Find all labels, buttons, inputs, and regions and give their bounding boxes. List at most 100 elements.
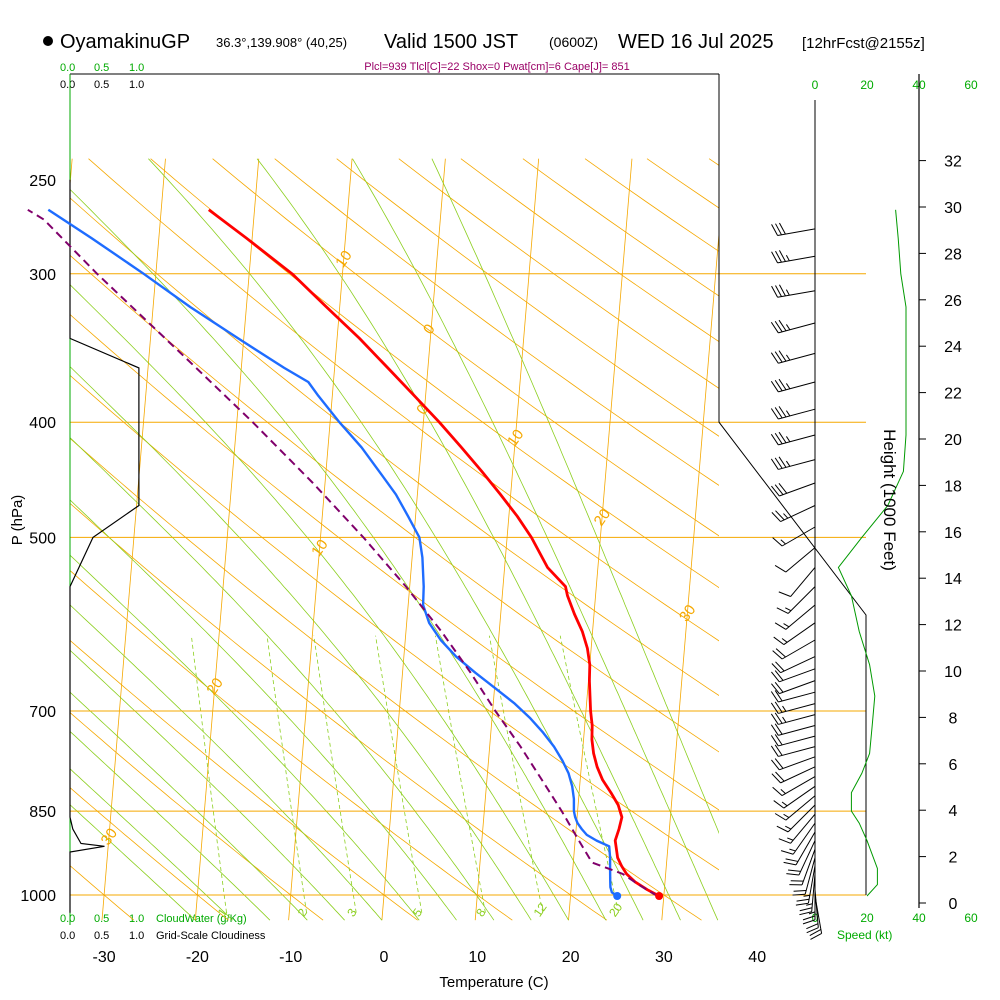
moist-adiabat-line xyxy=(70,804,196,921)
isotherm-label: 30 xyxy=(676,602,699,625)
dry-adiabat-line xyxy=(336,158,719,437)
height-tick-label: 6 xyxy=(949,757,958,774)
x-tick-label: -20 xyxy=(186,949,209,966)
cloudwater-tick-2: 1.0 xyxy=(129,62,144,74)
wind-barb-staff xyxy=(778,381,816,393)
dry-adiabat-line xyxy=(70,502,608,921)
dry-adiabat-line xyxy=(150,158,719,589)
wind-barb-full xyxy=(770,702,779,714)
mixing-ratio-line xyxy=(375,635,423,913)
moist-adiabat-line xyxy=(70,284,569,921)
wind-barb-full xyxy=(778,250,786,262)
valid-zulu: (0600Z) xyxy=(549,34,598,50)
wind-barb-half xyxy=(781,801,788,807)
wind-barb-staff xyxy=(795,831,816,866)
wind-barb-staff xyxy=(783,785,816,809)
wind-barb-staff xyxy=(777,255,816,264)
wind-barb-full xyxy=(799,907,813,912)
wind-barb-staff xyxy=(780,656,816,674)
wind-barb xyxy=(778,813,816,844)
wind-barb-full xyxy=(783,861,797,866)
moist-adiabat-line xyxy=(70,649,345,921)
wind-barb-full xyxy=(771,671,780,683)
wind-barb-half xyxy=(783,623,790,628)
wind-barb-staff xyxy=(778,352,816,364)
cloudwater-bottom-tick-1: 0.5 xyxy=(94,913,109,925)
wind-barb-half xyxy=(803,894,810,897)
wind-barb-staff xyxy=(783,622,816,646)
moist-adiabat-line xyxy=(70,188,607,921)
wind-barb xyxy=(770,431,816,446)
dry-adiabat-line xyxy=(70,313,719,811)
wind-barb-staff xyxy=(780,505,816,523)
station-name: OyamakinuGP xyxy=(60,31,190,53)
wind-barb xyxy=(770,712,816,725)
wind-barb-full xyxy=(796,898,810,902)
height-tick-label: 32 xyxy=(944,154,962,171)
mixing-ratio-label: 12 xyxy=(531,900,550,919)
x-tick-label: 30 xyxy=(655,949,673,966)
wind-speed-label: Speed (kt) xyxy=(837,928,892,942)
wind-barb-half xyxy=(806,903,813,906)
wind-barb-half xyxy=(785,383,791,390)
wind-barb-staff xyxy=(777,228,816,236)
wind-barb-full xyxy=(776,607,789,614)
wind-barb-full xyxy=(778,838,791,844)
dry-adiabat-line xyxy=(212,158,719,537)
wind-barb-full xyxy=(774,744,783,756)
wind-barb-half xyxy=(781,638,788,643)
axis-labels: -30 -20 -10 0 10 20 30 40 250 300 400 500 700 850 1000 xyxy=(20,173,766,966)
cloud-axis-top: 0.0 0.5 1.0 0.0 0.5 1.0 xyxy=(60,62,144,91)
wind-barb-staff xyxy=(779,756,816,771)
wind-barb-full xyxy=(802,915,816,921)
wind-barb-staff xyxy=(781,776,816,797)
sounding-series xyxy=(27,208,664,900)
dry-adiabat-line xyxy=(833,159,1000,921)
wind-barb-full xyxy=(775,510,785,521)
wind-barb-full xyxy=(771,224,779,236)
plot-right-edge xyxy=(718,74,867,895)
wind-speed-top-tick: 60 xyxy=(964,78,978,92)
wind-barb-staff xyxy=(785,795,816,821)
moist-adiabat-line xyxy=(70,604,383,921)
wind-barb-full xyxy=(778,483,788,494)
p-tick-label: 850 xyxy=(29,804,56,821)
wind-barb xyxy=(771,482,816,497)
wind-barb-half xyxy=(785,410,791,417)
wind-barb-half xyxy=(785,607,792,612)
wind-barb-full xyxy=(772,537,783,547)
station-coords: 36.3°,139.908° (40,25) xyxy=(216,35,347,50)
wind-barb xyxy=(770,744,816,757)
wind-barb-staff xyxy=(778,735,816,747)
background-lines xyxy=(70,158,1000,921)
wind-barb-half xyxy=(780,789,786,794)
wind-barb-full xyxy=(770,322,779,334)
wind-barb-half xyxy=(782,716,787,723)
dry-adiabat-line xyxy=(88,158,719,642)
height-tick-label: 22 xyxy=(944,386,962,403)
isotherm-label: 20 xyxy=(203,675,226,698)
wind-barb-full xyxy=(778,378,787,391)
wind-barb-staff xyxy=(787,804,816,833)
x-tick-label: 10 xyxy=(468,949,486,966)
cloudiness-bottom-tick-1: 0.5 xyxy=(94,930,109,942)
wind-barb xyxy=(770,723,816,736)
wind-barb xyxy=(772,639,816,660)
wind-barb-staff xyxy=(779,482,816,497)
moist-adiabat-line xyxy=(148,158,644,921)
wind-barb-staff xyxy=(798,840,816,876)
wind-barb-full xyxy=(776,825,789,833)
p-tick-label: 400 xyxy=(29,415,56,432)
isotherm-label: 10 xyxy=(308,536,331,559)
valid-time: Valid 1500 JST xyxy=(384,31,518,53)
height-tick-label: 24 xyxy=(944,339,962,356)
moist-adiabat-line xyxy=(70,691,308,921)
x-tick-label: 0 xyxy=(380,949,389,966)
wind-barb-staff xyxy=(790,813,816,844)
wind-barb-full xyxy=(770,745,779,757)
height-tick-label: 28 xyxy=(944,246,962,263)
wind-barb xyxy=(795,865,816,906)
wind-barb-full xyxy=(792,893,806,896)
wind-speed-line xyxy=(837,209,907,897)
wind-barb-full xyxy=(771,773,781,784)
